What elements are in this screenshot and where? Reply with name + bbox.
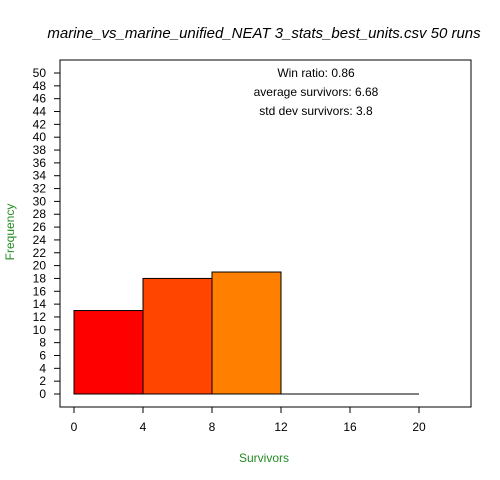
y-tick-label: 46	[33, 92, 47, 106]
y-tick-label: 22	[33, 246, 47, 260]
y-tick-label: 2	[39, 374, 46, 388]
y-tick-label: 8	[39, 336, 46, 350]
y-tick-label: 28	[33, 207, 47, 221]
y-tick-label: 20	[33, 259, 47, 273]
x-tick-label: 8	[209, 420, 216, 434]
y-tick-label: 34	[33, 169, 47, 183]
x-tick-label: 12	[274, 420, 288, 434]
y-tick-label: 30	[33, 194, 47, 208]
y-tick-label: 50	[33, 66, 47, 80]
stat-annotation: std dev survivors: 3.8	[259, 104, 373, 118]
x-axis-label: Survivors	[239, 451, 289, 465]
y-tick-label: 32	[33, 182, 47, 196]
y-tick-label: 12	[33, 310, 47, 324]
y-tick-label: 44	[33, 105, 47, 119]
y-tick-label: 42	[33, 117, 47, 131]
y-tick-label: 10	[33, 323, 47, 337]
y-axis: 0246810121416182022242628303234363840424…	[33, 66, 61, 401]
y-tick-label: 4	[39, 361, 46, 375]
y-tick-label: 16	[33, 284, 47, 298]
bars-group	[73, 271, 419, 395]
stat-annotation: Win ratio: 0.86	[277, 66, 355, 80]
x-axis: 0 4 8 12 16 20	[71, 406, 426, 434]
y-tick-label: 18	[33, 271, 47, 285]
stats-annotations: Win ratio: 0.86 average survivors: 6.68 st…	[254, 66, 379, 118]
y-tick-label: 0	[39, 387, 46, 401]
y-tick-label: 14	[33, 297, 47, 311]
x-tick-label: 0	[71, 420, 78, 434]
y-tick-label: 48	[33, 79, 47, 93]
y-tick-label: 6	[39, 348, 46, 362]
x-tick-label: 4	[140, 420, 147, 434]
x-tick-label: 16	[343, 420, 357, 434]
y-tick-label: 38	[33, 143, 47, 157]
y-tick-label: 26	[33, 220, 47, 234]
histogram-bar-1	[142, 277, 213, 395]
histogram-bar-0	[73, 310, 144, 395]
y-tick-label: 40	[33, 130, 47, 144]
y-tick-label: 36	[33, 156, 47, 170]
x-tick-label: 20	[412, 420, 426, 434]
stat-annotation: average survivors: 6.68	[254, 85, 379, 99]
chart-title: marine_vs_marine_unified_NEAT 3_stats_be…	[47, 25, 481, 42]
y-axis-label: Frequency	[3, 204, 17, 261]
histogram-bar-2	[211, 271, 282, 395]
y-tick-label: 24	[33, 233, 47, 247]
